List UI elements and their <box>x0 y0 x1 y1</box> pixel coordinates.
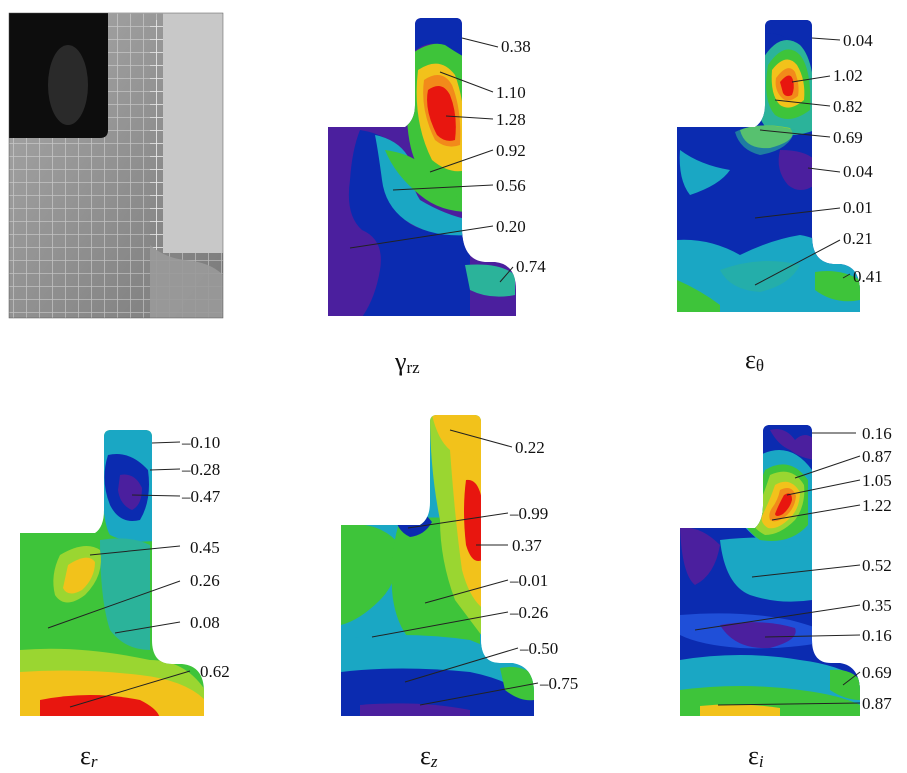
eps-theta-label-6: 0.21 <box>843 229 873 248</box>
eps-r-label-4: 0.26 <box>190 571 220 590</box>
gamma-rz-label-0: 0.38 <box>501 37 531 56</box>
eps-i-leaders <box>694 432 861 706</box>
eps-r-leaders <box>47 441 191 708</box>
eps-r-label-3: 0.45 <box>190 538 220 557</box>
gamma-rz-label-5: 0.20 <box>496 217 526 236</box>
eps-i-label-1: 0.87 <box>862 447 892 466</box>
eps-theta-label-3: 0.69 <box>833 128 863 147</box>
eps-theta-label-0: 0.04 <box>843 31 873 50</box>
gamma-rz-leaders <box>349 37 514 283</box>
eps-z-label-6: –0.75 <box>539 674 578 693</box>
gamma-rz-label-6: 0.74 <box>516 257 546 276</box>
eps-theta-label-1: 1.02 <box>833 66 863 85</box>
eps-z-label-1: –0.99 <box>509 504 548 523</box>
gamma-rz-label-1: 1.10 <box>496 83 526 102</box>
eps-z-label-5: –0.50 <box>519 639 558 658</box>
eps-theta-label-4: 0.04 <box>843 162 873 181</box>
eps-r-label-0: –0.10 <box>181 433 220 452</box>
gamma-rz-label-4: 0.56 <box>496 176 526 195</box>
eps-theta-label-7: 0.41 <box>853 267 883 286</box>
eps-i-label-7: 0.69 <box>862 663 892 682</box>
photo-panel <box>8 12 224 319</box>
eps-r-label-1: –0.28 <box>181 460 220 479</box>
eps-theta-label-5: 0.01 <box>843 198 873 217</box>
eps-theta-leaders <box>754 37 851 286</box>
eps-theta-label-2: 0.82 <box>833 97 863 116</box>
eps-z-label-3: –0.01 <box>509 571 548 590</box>
eps-r-label-6: 0.62 <box>200 662 230 681</box>
eps-i-label-2: 1.05 <box>862 471 892 490</box>
gamma-rz-caption: γrz <box>394 347 420 377</box>
eps-i-label-8: 0.87 <box>862 694 892 713</box>
eps-i-label-6: 0.16 <box>862 626 892 645</box>
eps-theta-caption: εθ <box>745 345 764 375</box>
eps-z-label-2: 0.37 <box>512 536 542 555</box>
panel-eps-theta: 0.04 1.02 0.82 0.69 0.04 0.01 0.21 0.41 … <box>677 20 883 375</box>
eps-z-caption: εz <box>420 741 438 771</box>
panel-eps-i: 0.16 0.87 1.05 1.22 0.52 0.35 0.16 0.69 … <box>680 424 892 771</box>
eps-i-label-4: 0.52 <box>862 556 892 575</box>
eps-z-label-4: –0.26 <box>509 603 548 622</box>
eps-i-caption: εi <box>748 741 764 771</box>
eps-r-label-5: 0.08 <box>190 613 220 632</box>
gamma-rz-label-2: 1.28 <box>496 110 526 129</box>
eps-r-label-2: –0.47 <box>181 487 221 506</box>
panel-gamma-rz: 0.38 1.10 1.28 0.92 0.56 0.20 0.74 γrz <box>328 18 546 377</box>
eps-i-label-0: 0.16 <box>862 424 892 443</box>
eps-z-label-0: 0.22 <box>515 438 545 457</box>
panel-eps-r: –0.10 –0.28 –0.47 0.45 0.26 0.08 0.62 εr <box>20 430 230 771</box>
gamma-rz-label-3: 0.92 <box>496 141 526 160</box>
eps-i-label-3: 1.22 <box>862 496 892 515</box>
eps-r-caption: εr <box>80 741 98 771</box>
panel-eps-z: 0.22 –0.99 0.37 –0.01 –0.26 –0.50 –0.75 … <box>341 415 578 771</box>
eps-z-leaders <box>371 429 539 706</box>
eps-i-label-5: 0.35 <box>862 596 892 615</box>
